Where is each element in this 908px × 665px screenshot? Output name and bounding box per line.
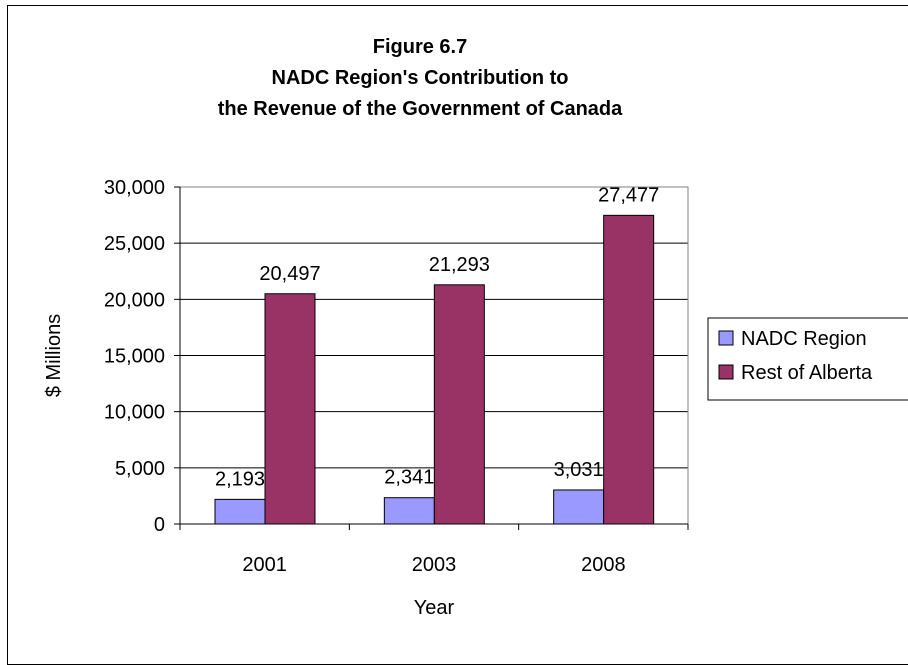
y-tick-label: 15,000	[104, 346, 165, 368]
title-line-1: Figure 6.7	[372, 36, 468, 58]
x-axis-title: Year	[414, 597, 455, 619]
bar	[264, 293, 316, 525]
y-tick-label: 0	[154, 514, 165, 536]
y-tick-label: 30,000	[104, 177, 165, 199]
x-tick-label: 2008	[581, 554, 626, 576]
y-axis-title: $ Millions	[43, 314, 65, 397]
x-tick-label: 2001	[242, 554, 287, 576]
data-label: 20,497	[259, 263, 320, 285]
x-tick-label: 2003	[412, 554, 457, 576]
legend-box	[707, 317, 908, 401]
y-tick-label: 25,000	[104, 233, 165, 255]
legend-swatch	[718, 330, 734, 346]
legend-label: Rest of Alberta	[741, 362, 873, 384]
data-label: 21,293	[429, 254, 490, 276]
title-line-2: NADC Region's Contribution to	[271, 67, 569, 89]
y-tick-label: 5,000	[115, 458, 165, 480]
data-label: 3,031	[554, 459, 604, 481]
legend-label: NADC Region	[741, 328, 867, 350]
data-label: 2,341	[384, 467, 434, 489]
bar	[383, 497, 435, 525]
data-label: 27,477	[598, 184, 659, 206]
bar	[214, 498, 266, 525]
data-label: 2,193	[215, 468, 265, 490]
title-line-3: the Revenue of the Government of Canada	[217, 98, 623, 120]
bar	[553, 489, 605, 525]
bar	[433, 284, 485, 525]
chart-title: Figure 6.7 NADC Region's Contribution to…	[150, 32, 690, 125]
y-tick-label: 20,000	[104, 289, 165, 311]
legend-swatch	[718, 364, 734, 380]
bar	[603, 214, 655, 525]
bar-chart: 0 5,000 10,000 15,000 20,000 25,000 30,000 2001…	[43, 177, 908, 619]
y-tick-label: 10,000	[104, 402, 165, 424]
